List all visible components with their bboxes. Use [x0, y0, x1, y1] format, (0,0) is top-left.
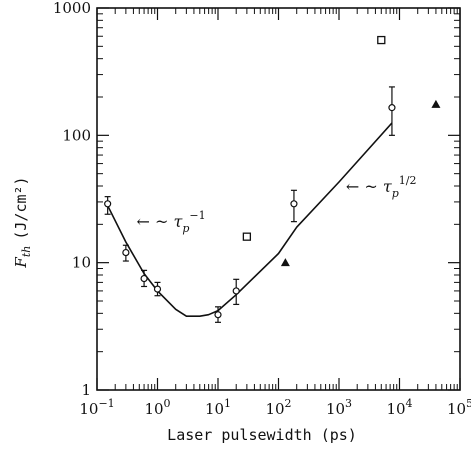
x-tick-label: 105 [447, 397, 471, 418]
x-tick-exponent: 1 [224, 397, 231, 410]
annotation-symbol: τ [174, 212, 184, 231]
x-tick-exponent: 3 [345, 397, 352, 410]
data-points [104, 35, 441, 323]
x-tick-base: 10 [205, 400, 224, 418]
circle-point [214, 311, 222, 319]
x-tick-label: 103 [326, 397, 352, 418]
circle-point [232, 287, 240, 295]
axis-ticks [96, 7, 461, 391]
square-point [242, 232, 252, 241]
x-tick-exponent: 0 [164, 397, 171, 410]
annotation-sub: p [392, 187, 399, 200]
x-axis-label: Laser pulsewidth (ps) [167, 426, 357, 444]
annotation-arrow: ← ~ [346, 177, 383, 196]
x-tick-label: 100 [144, 397, 170, 418]
triangle-point [280, 258, 290, 267]
plot-area [96, 7, 461, 391]
y-axis-label: Fth (J/cm²) [12, 176, 33, 268]
y-tick-label: 10 [72, 254, 91, 272]
y-axis-unit: (J/cm²) [12, 176, 30, 239]
x-tick-base: 10 [265, 400, 284, 418]
circle-point [153, 285, 162, 293]
circle-point [104, 200, 112, 208]
annotations: ← ~ τp−1← ~ τp1/2 [137, 174, 417, 235]
y-tick-label: 1 [81, 381, 91, 399]
y-tick-label: 100 [62, 126, 91, 144]
x-tick-exponent: 5 [466, 397, 471, 410]
square-point [377, 35, 386, 45]
x-tick-exponent: 2 [285, 397, 292, 410]
circle-point [140, 274, 148, 283]
y-axis-symbol: F [12, 257, 30, 269]
x-tick-exponent: −1 [98, 397, 114, 410]
x-tick-label: 104 [386, 397, 412, 418]
x-tick-base: 10 [386, 400, 405, 418]
x-tick-label: 102 [265, 397, 291, 418]
x-tick-base: 10 [79, 400, 98, 418]
circle-point [122, 248, 130, 257]
x-tick-base: 10 [447, 400, 466, 418]
annotation-sup: 1/2 [399, 174, 417, 187]
annotation-symbol: τ [383, 177, 393, 196]
y-tick-label: 1000 [53, 0, 91, 17]
x-tick-label: 101 [205, 397, 231, 418]
x-tick-label: 10−1 [79, 397, 114, 418]
x-tick-base: 10 [144, 400, 163, 418]
circle-point [290, 200, 298, 208]
scaling-annotation: ← ~ τp1/2 [346, 174, 417, 200]
annotation-sup: −1 [189, 209, 205, 222]
circle-point [388, 104, 396, 112]
plot-frame [96, 7, 461, 391]
y-axis-subscript: th [20, 246, 33, 258]
triangle-point [431, 99, 441, 108]
scaling-annotation: ← ~ τp−1 [137, 209, 206, 235]
x-tick-exponent: 4 [406, 397, 413, 410]
annotation-arrow: ← ~ [137, 212, 174, 231]
annotation-sub: p [182, 222, 189, 235]
x-tick-base: 10 [326, 400, 345, 418]
